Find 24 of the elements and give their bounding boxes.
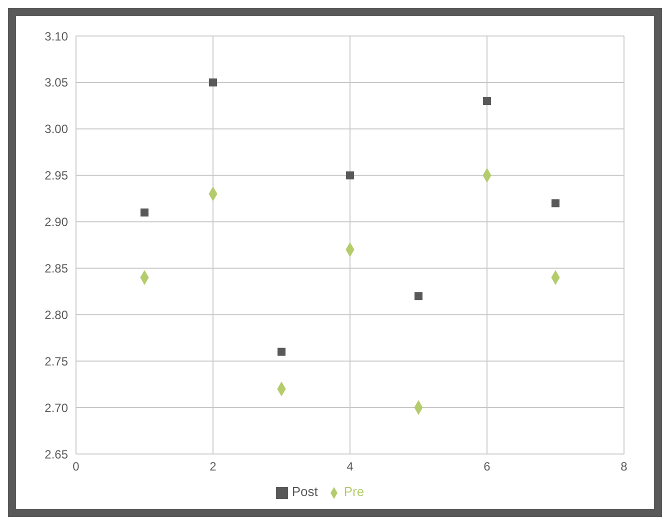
x-tick-label: 0: [72, 460, 80, 474]
point: [209, 78, 217, 86]
y-tick-label: 3.00: [44, 122, 68, 136]
y-tick-label: 2.95: [44, 168, 68, 183]
point: [414, 292, 422, 300]
legend-label: Post: [292, 484, 318, 499]
y-tick-label: 3.10: [44, 29, 68, 44]
x-tick-label: 4: [346, 460, 354, 474]
x-tick-label: 2: [210, 460, 217, 474]
x-tick-label: 8: [620, 460, 628, 474]
y-tick-label: 2.90: [44, 215, 68, 230]
y-tick-label: 2.70: [44, 400, 68, 415]
y-tick-label: 2.85: [44, 261, 68, 276]
point: [140, 208, 148, 216]
y-tick-label: 3.05: [44, 76, 68, 90]
point: [278, 348, 286, 356]
point: [346, 171, 354, 180]
legend-label: Pre: [344, 484, 364, 499]
point: [483, 97, 491, 106]
x-tick-label: 6: [484, 460, 491, 474]
y-tick-label: 2.75: [44, 354, 68, 368]
y-tick-label: 2.65: [44, 447, 68, 462]
y-tick-label: 2.80: [44, 308, 68, 322]
point: [552, 199, 560, 208]
